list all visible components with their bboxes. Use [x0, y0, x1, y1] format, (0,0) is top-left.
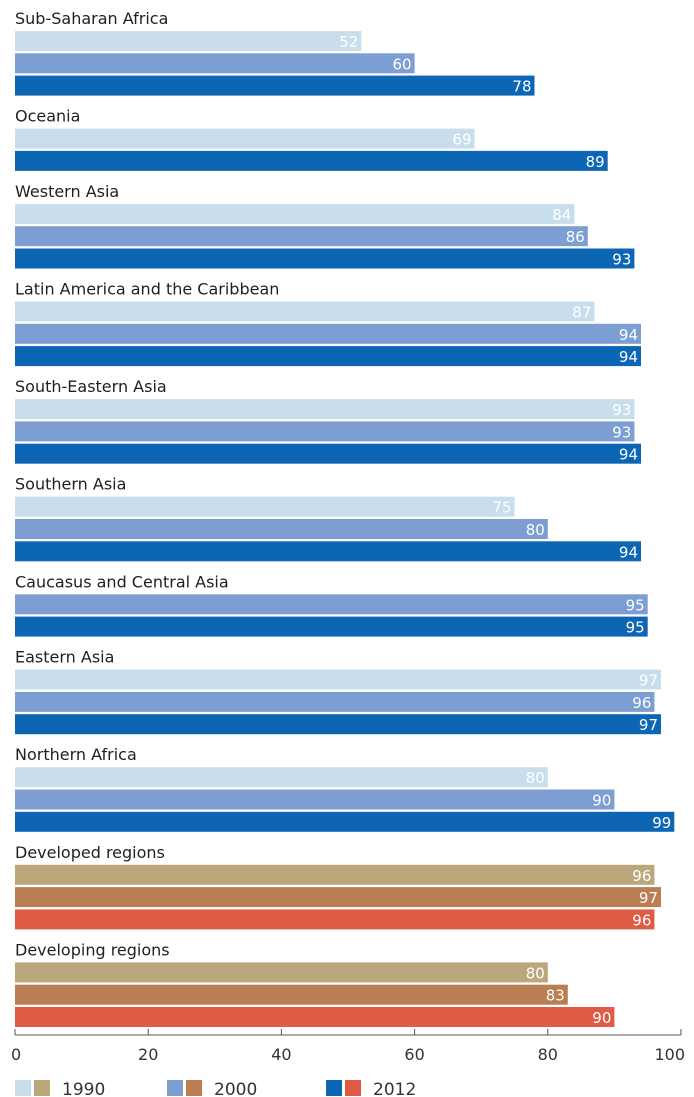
- legend-swatch-aggregates-2000: [186, 1080, 202, 1096]
- bar-value-label: 94: [619, 446, 638, 464]
- bar-value-label: 80: [526, 769, 545, 787]
- bar-value-label: 94: [619, 543, 638, 561]
- legend-label: 2012: [373, 1080, 416, 1097]
- group-label: Eastern Asia: [15, 648, 114, 667]
- group-label: Caucasus and Central Asia: [15, 572, 229, 591]
- bar-2012: [15, 541, 641, 562]
- bar-value-label: 89: [586, 153, 605, 171]
- group-label: Southern Asia: [15, 475, 126, 494]
- group-label: Sub-Saharan Africa: [15, 9, 168, 28]
- bar-1990: [15, 203, 575, 224]
- bar-value-label: 97: [639, 716, 658, 734]
- bar-1990: [15, 767, 548, 788]
- legend-swatch-regions-2000: [167, 1080, 183, 1096]
- bar-1990: [15, 128, 475, 149]
- bar-1990: [15, 669, 661, 690]
- group-label: Developing regions: [15, 940, 170, 959]
- bar-2012: [15, 346, 641, 367]
- bar-1990: [15, 962, 548, 983]
- group-label: South-Eastern Asia: [15, 377, 167, 396]
- bar-1990: [15, 399, 635, 420]
- bar-value-label: 84: [552, 206, 571, 224]
- bar-2000: [15, 323, 641, 344]
- bar-value-label: 93: [612, 251, 631, 269]
- x-tick-label: 60: [404, 1045, 424, 1064]
- legend-label: 2000: [214, 1080, 257, 1097]
- bar-value-label: 75: [492, 499, 511, 517]
- bar-value-label: 80: [526, 964, 545, 982]
- bar-value-label: 60: [393, 55, 412, 73]
- group-label: Northern Africa: [15, 745, 137, 764]
- bar-value-label: 52: [339, 33, 358, 51]
- group-label: Oceania: [15, 107, 80, 126]
- bar-value-label: 69: [452, 131, 471, 149]
- bar-value-label: 96: [632, 911, 651, 929]
- bar-value-label: 96: [632, 867, 651, 885]
- bar-1990: [15, 31, 362, 51]
- legend-label: 1990: [62, 1080, 105, 1097]
- bar-2000: [15, 226, 588, 247]
- bar-value-label: 96: [632, 694, 651, 712]
- x-tick-label: 40: [271, 1045, 291, 1064]
- x-tick-label: 80: [538, 1045, 558, 1064]
- bar-2012: [15, 150, 608, 171]
- bar-value-label: 87: [572, 304, 591, 322]
- x-tick-label: 0: [11, 1045, 21, 1064]
- bar-value-label: 93: [612, 401, 631, 419]
- bar-2000: [15, 594, 648, 615]
- bar-value-label: 86: [566, 228, 585, 246]
- x-tick-label: 20: [138, 1045, 158, 1064]
- bar-value-label: 94: [619, 348, 638, 366]
- bar-2000: [15, 421, 635, 442]
- bar-value-label: 90: [592, 792, 611, 810]
- bar-2012: [15, 811, 675, 832]
- bar-value-label: 90: [592, 1009, 611, 1027]
- bar-value-label: 95: [626, 596, 645, 614]
- bar-2000: [15, 887, 661, 908]
- bar-2000: [15, 691, 655, 712]
- bar-2012: [15, 714, 661, 735]
- bar-2012: [15, 248, 635, 269]
- bar-value-label: 93: [612, 423, 631, 441]
- bar-1990: [15, 496, 515, 517]
- bar-value-label: 80: [526, 521, 545, 539]
- bar-2012: [15, 616, 648, 637]
- group-label: Western Asia: [15, 182, 119, 201]
- bar-value-label: 97: [639, 672, 658, 690]
- bar-value-label: 83: [546, 987, 565, 1005]
- bar-2012: [15, 443, 641, 464]
- bar-1990: [15, 301, 595, 322]
- legend-swatch-regions-2012: [326, 1080, 342, 1096]
- legend-swatch-regions-1990: [15, 1080, 31, 1096]
- bar-value-label: 78: [512, 78, 531, 96]
- bar-2000: [15, 789, 615, 810]
- bar-1990: [15, 864, 655, 885]
- bar-value-label: 97: [639, 889, 658, 907]
- bar-2012: [15, 1007, 615, 1027]
- bar-2000: [15, 519, 548, 539]
- bar-value-label: 94: [619, 326, 638, 344]
- group-label: Developed regions: [15, 843, 165, 862]
- x-tick-label: 100: [654, 1045, 685, 1064]
- bar-2012: [15, 909, 655, 930]
- legend-swatch-aggregates-1990: [34, 1080, 50, 1096]
- bar-2000: [15, 984, 568, 1005]
- bar-value-label: 95: [626, 619, 645, 637]
- bar-value-label: 99: [652, 814, 671, 832]
- bar-2012: [15, 75, 535, 96]
- bar-2000: [15, 53, 415, 74]
- legend-swatch-aggregates-2012: [345, 1080, 361, 1096]
- group-label: Latin America and the Caribbean: [15, 280, 279, 299]
